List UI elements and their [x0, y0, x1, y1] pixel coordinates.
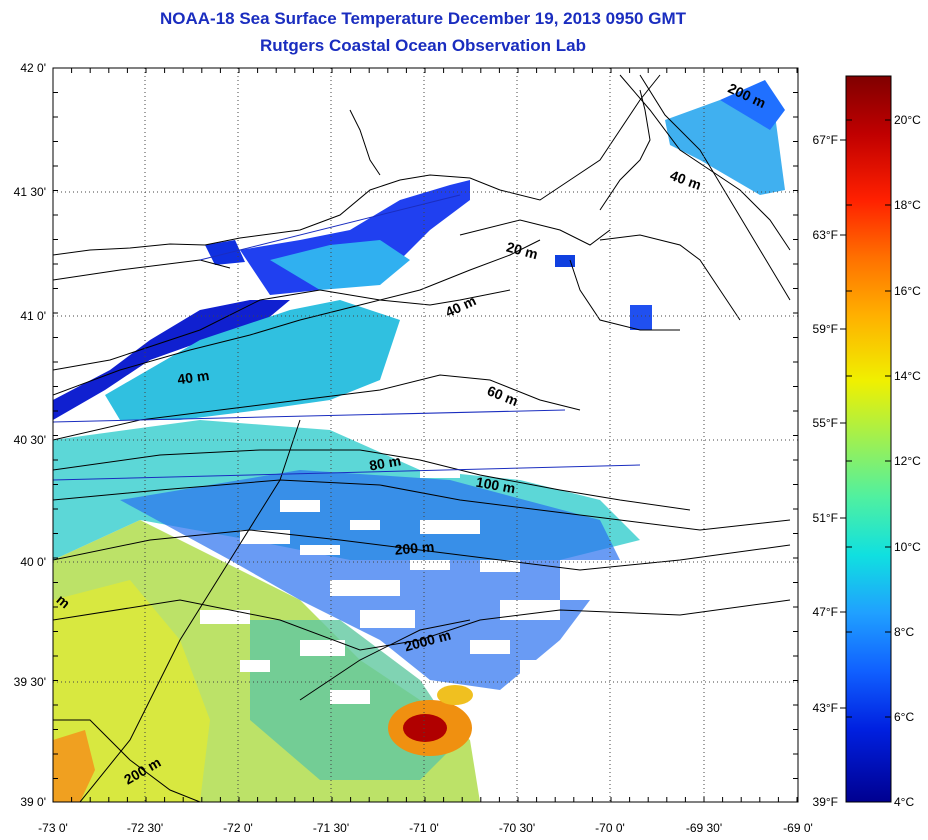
isobath-label-200-mid: 200 m — [394, 538, 435, 557]
lon-label-72-30: -72 30' — [127, 821, 163, 835]
sst-lis-blue — [205, 240, 245, 265]
sst-sound-cyan — [270, 240, 410, 290]
f-label-59: 59°F — [813, 322, 838, 336]
lon-label-69: -69 0' — [783, 821, 813, 835]
c-label-12: 12°C — [894, 454, 921, 468]
isobath-label-40-west: 40 m — [176, 367, 210, 387]
lon-label-70-30: -70 30' — [499, 821, 535, 835]
lon-label-70: -70 0' — [595, 821, 625, 835]
lat-label-39: 39 0' — [20, 795, 46, 809]
sst-gulf-maine-patch — [665, 100, 785, 195]
lon-label-72: -72 0' — [223, 821, 253, 835]
f-label-51: 51°F — [813, 511, 838, 525]
sst-gulf-maine-patch-2 — [720, 80, 785, 130]
fahrenheit-labels: 67°F 63°F 59°F 55°F 51°F 47°F 43°F 39°F — [813, 133, 838, 809]
f-label-55: 55°F — [813, 416, 838, 430]
c-label-8: 8°C — [894, 625, 914, 639]
isobath-label-40-north: 40 m — [668, 167, 703, 193]
isobath-label-80: 80 m — [368, 452, 402, 473]
colorbar — [845, 75, 892, 803]
map-title: NOAA-18 Sea Surface Temperature December… — [160, 9, 686, 28]
sst-orange-corner — [53, 730, 95, 802]
axis-ticks — [52, 67, 798, 802]
lon-label-69-30: -69 30' — [686, 821, 722, 835]
isobath-label-100: 100 m — [475, 474, 517, 497]
c-label-10: 10°C — [894, 540, 921, 554]
sst-nearshore-cyan — [105, 300, 400, 420]
lat-label-41-30: 41 30' — [14, 185, 46, 199]
map-subtitle: Rutgers Coastal Ocean Observation Lab — [260, 36, 586, 55]
lat-label-41: 41 0' — [20, 309, 46, 323]
c-label-16: 16°C — [894, 284, 921, 298]
lat-label-40: 40 0' — [20, 555, 46, 569]
lat-label-40-30: 40 30' — [14, 433, 46, 447]
coastline — [53, 74, 741, 371]
longitude-labels: -73 0' -72 30' -72 0' -71 30' -71 0' -70… — [38, 821, 813, 835]
sst-small-patch-2 — [630, 305, 652, 330]
lat-label-42: 42 0' — [20, 61, 46, 75]
f-label-39: 39°F — [813, 795, 838, 809]
isobath-label-60: 60 m — [485, 382, 521, 409]
transect-line-2 — [52, 464, 641, 481]
sst-warm-eddy-core — [403, 714, 447, 742]
transect-line-3 — [199, 194, 461, 261]
celsius-labels: 20°C 18°C 16°C 14°C 12°C 10°C 8°C 6°C 4°… — [894, 113, 921, 809]
c-label-14: 14°C — [894, 369, 921, 383]
isobaths — [53, 74, 791, 802]
lon-label-73: -73 0' — [38, 821, 68, 835]
latitude-labels: 42 0' 41 30' 41 0' 40 30' 40 0' 39 30' 3… — [14, 61, 46, 809]
lat-label-39-30: 39 30' — [14, 675, 46, 689]
sst-warm-eddy-2 — [437, 685, 473, 705]
lon-label-71: -71 0' — [409, 821, 439, 835]
lon-label-71-30: -71 30' — [313, 821, 349, 835]
f-label-43: 43°F — [813, 701, 838, 715]
c-label-4: 4°C — [894, 795, 914, 809]
c-label-20: 20°C — [894, 113, 921, 127]
sst-data-field — [53, 80, 785, 802]
sst-small-patch-1 — [555, 255, 575, 267]
f-label-67: 67°F — [813, 133, 838, 147]
isobath-label-20: 20 m — [505, 239, 540, 263]
colorbar-ticks — [840, 119, 891, 718]
c-label-6: 6°C — [894, 710, 914, 724]
sst-yellow-sw — [53, 580, 210, 802]
c-label-18: 18°C — [894, 198, 921, 212]
f-label-47: 47°F — [813, 605, 838, 619]
f-label-63: 63°F — [813, 228, 838, 242]
graticule — [53, 68, 798, 802]
transect-line-1 — [52, 409, 566, 423]
